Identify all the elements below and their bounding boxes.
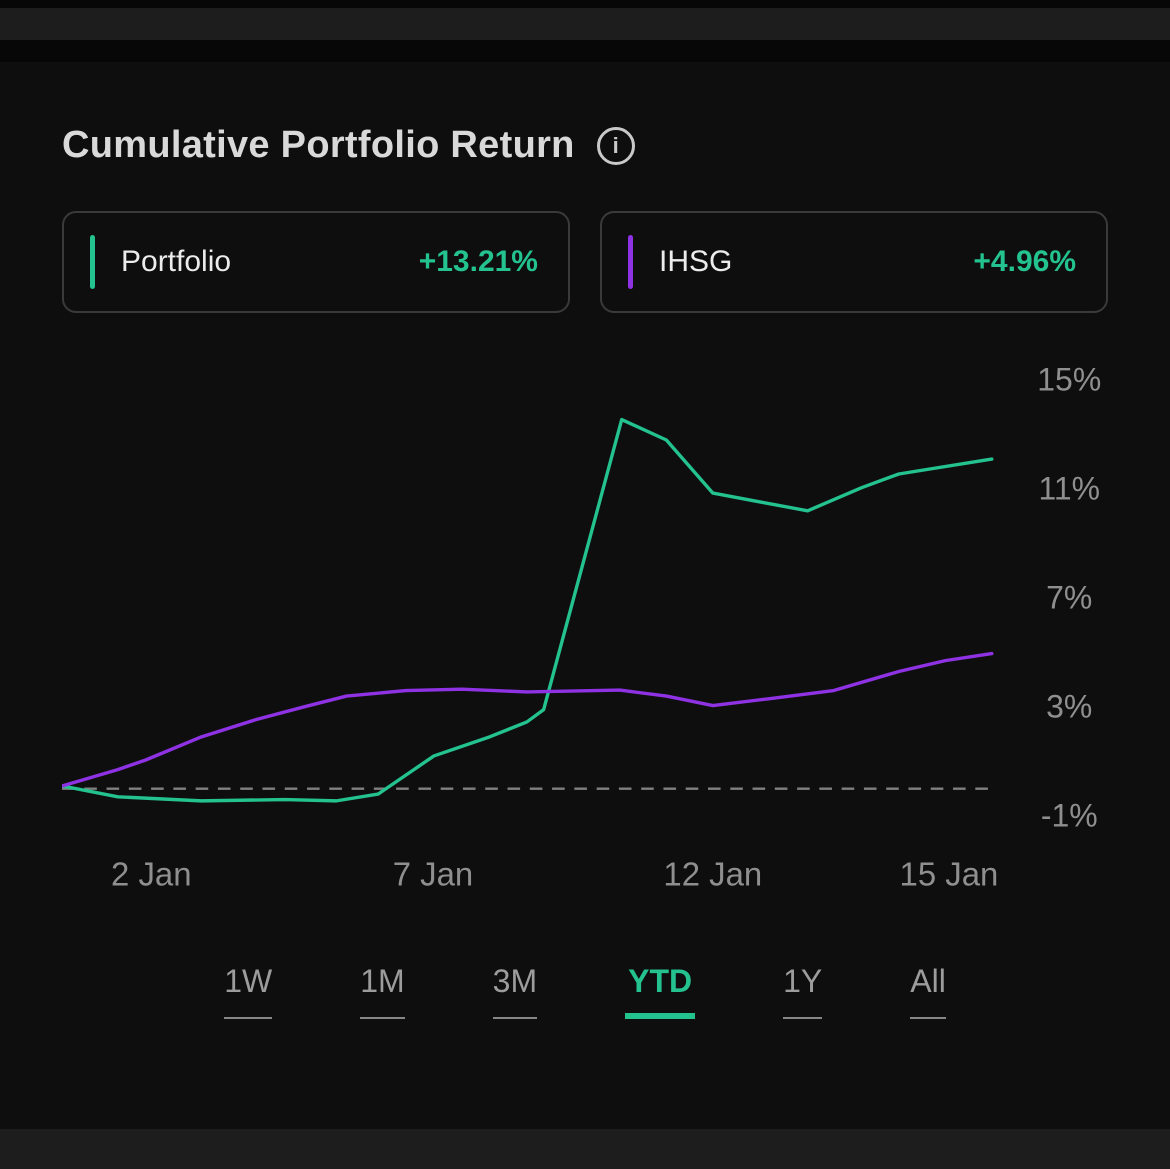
range-tab-1w[interactable]: 1W	[224, 963, 273, 1020]
series-line-ihsg	[62, 651, 994, 788]
chart-area: 15% 11% 7% 3% -1% 2 Jan 7 Jan 12 Jan 15 Jan	[62, 351, 1108, 908]
x-tick-label: 15 Jan	[900, 856, 999, 893]
page-title: Cumulative Portfolio Return	[62, 124, 575, 166]
range-tab-1y[interactable]: 1Y	[783, 963, 823, 1020]
range-tab-all[interactable]: All	[910, 963, 946, 1020]
title-row: Cumulative Portfolio Return i	[62, 124, 1108, 167]
ihsg-accent-bar	[628, 235, 633, 289]
top-system-strip	[0, 8, 1170, 40]
range-tab-1m[interactable]: 1M	[360, 963, 405, 1020]
info-icon-glyph: i	[612, 132, 619, 158]
legend-card[interactable]: IHSG +4.96%	[600, 211, 1108, 313]
portfolio-return-panel: Cumulative Portfolio Return i Portfolio …	[0, 62, 1170, 1129]
x-tick-label: 2 Jan	[111, 856, 192, 893]
info-icon[interactable]: i	[596, 126, 635, 165]
portfolio-chart-svg[interactable]: 15% 11% 7% 3% -1% 2 Jan 7 Jan 12 Jan 15 Jan	[62, 351, 1108, 908]
bottom-system-strip	[0, 1129, 1170, 1169]
legend-card-value: +4.96%	[973, 245, 1076, 278]
y-tick-label: 3%	[1046, 689, 1092, 725]
range-tab-ytd[interactable]: YTD	[625, 963, 696, 1020]
x-tick-label: 12 Jan	[663, 856, 762, 893]
y-tick-label: 7%	[1046, 580, 1092, 616]
series-line-portfolio	[62, 417, 994, 803]
portfolio-accent-bar	[90, 235, 95, 289]
legend-card-label: IHSG	[659, 245, 733, 278]
range-tab-3m[interactable]: 3M	[492, 963, 538, 1020]
legend-card-label: Portfolio	[121, 245, 232, 278]
legend-card[interactable]: Portfolio +13.21%	[62, 211, 570, 313]
legend-cards: Portfolio +13.21% IHSG +4.96%	[62, 211, 1108, 313]
y-tick-label: 15%	[1037, 362, 1101, 398]
x-tick-label: 7 Jan	[393, 856, 474, 893]
y-tick-label: 11%	[1038, 471, 1100, 507]
range-tabs: 1W 1M 3M YTD 1Y All	[62, 963, 1108, 1020]
legend-card-value: +13.21%	[418, 245, 538, 278]
y-tick-label: -1%	[1041, 798, 1098, 834]
